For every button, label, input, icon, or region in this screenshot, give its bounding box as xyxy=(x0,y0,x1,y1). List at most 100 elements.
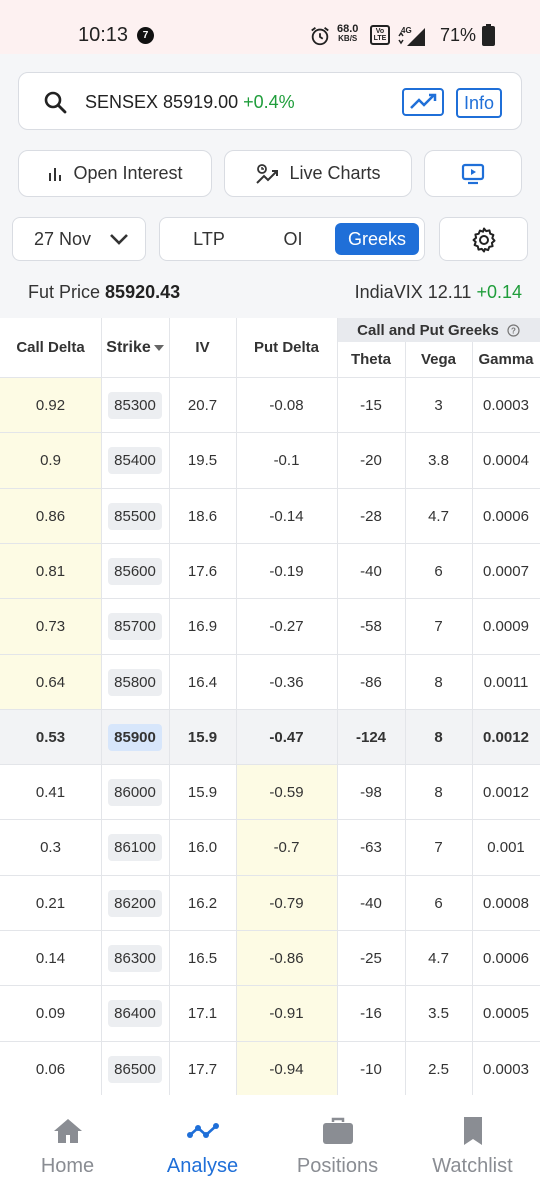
cell-theta: -63 xyxy=(360,839,382,857)
table-row[interactable]: 0.81 85600 17.6 -0.19 -40 6 0.0007 xyxy=(0,542,540,599)
strike-chip[interactable]: 85600 xyxy=(108,557,162,585)
cell-vega: 4.7 xyxy=(428,507,449,525)
svg-text:4G: 4G xyxy=(401,26,412,35)
cell-strike: 86100 xyxy=(101,820,169,875)
strike-chip[interactable]: 86100 xyxy=(108,834,162,862)
table-row[interactable]: 0.9 85400 19.5 -0.1 -20 3.8 0.0004 xyxy=(0,432,540,489)
strike-chip[interactable]: 86300 xyxy=(108,945,162,972)
nav-positions-label: Positions xyxy=(296,1155,379,1177)
strike-chip[interactable]: 85800 xyxy=(108,668,162,696)
header-call-delta[interactable]: Call Delta xyxy=(0,318,101,377)
tab-greeks[interactable]: Greeks xyxy=(335,223,419,255)
cell-vega: 6 xyxy=(434,894,443,912)
cell-strike: 85900 xyxy=(101,710,169,765)
header-put-delta[interactable]: Put Delta xyxy=(236,318,337,377)
header-strike[interactable]: Strike xyxy=(101,318,169,377)
table-row[interactable]: 0.73 85700 16.9 -0.27 -58 7 0.0009 xyxy=(0,598,540,655)
strike-chip[interactable]: 86400 xyxy=(108,1000,162,1028)
table-row[interactable]: 0.41 86000 15.9 -0.59 -98 8 0.0012 xyxy=(0,764,540,821)
strike-chip[interactable]: 85900 xyxy=(108,723,162,751)
cell-put-delta: -0.91 xyxy=(236,986,337,1042)
cell-vega: 7 xyxy=(434,839,443,857)
help-icon[interactable]: ? xyxy=(507,323,520,337)
cell-theta: -98 xyxy=(360,784,382,802)
nav-home-label: Home xyxy=(40,1155,95,1177)
search-icon xyxy=(44,91,67,114)
strike-chip[interactable]: 85500 xyxy=(108,502,162,530)
search-bar[interactable]: SENSEX 85919.00 +0.4% Info xyxy=(18,72,522,130)
cell-strike: 85800 xyxy=(101,655,169,710)
cell-iv: 15.9 xyxy=(187,728,218,746)
cell-gamma: 0.0003 xyxy=(483,1060,529,1078)
nav-watchlist[interactable]: Watchlist xyxy=(405,1095,540,1199)
cell-theta: -86 xyxy=(360,673,382,691)
cell-gamma: 0.0004 xyxy=(483,452,529,470)
cell-iv: 16.0 xyxy=(187,839,218,857)
fut-price-value: 85920.43 xyxy=(105,282,181,302)
cell-iv: 16.5 xyxy=(187,950,218,967)
strike-chip[interactable]: 85700 xyxy=(108,613,162,641)
symbol-price: 85919.00 xyxy=(163,92,239,112)
bookmark-icon xyxy=(464,1117,482,1145)
header-vega[interactable]: Vega xyxy=(405,342,472,377)
column-divider xyxy=(101,318,102,1095)
gear-icon xyxy=(472,227,496,253)
cell-put-delta: -0.19 xyxy=(269,562,304,580)
open-interest-button[interactable]: Open Interest xyxy=(18,150,212,197)
cell-put-delta: -0.47 xyxy=(269,728,304,746)
video-button[interactable] xyxy=(424,150,522,197)
cell-iv: 16.9 xyxy=(187,618,218,636)
cell-call-delta: 0.21 xyxy=(35,894,66,912)
table-row[interactable]: 0.64 85800 16.4 -0.36 -86 8 0.0011 xyxy=(0,653,540,710)
header-gamma[interactable]: Gamma xyxy=(472,342,540,377)
cell-call-delta: 0.73 xyxy=(0,599,101,655)
header-theta[interactable]: Theta xyxy=(337,342,405,377)
cell-gamma: 0.0003 xyxy=(483,397,529,414)
cell-iv: 16.2 xyxy=(187,894,218,912)
nav-analyse-label: Analyse xyxy=(166,1155,239,1177)
strike-chip[interactable]: 85300 xyxy=(108,392,162,419)
tab-oi[interactable]: OI xyxy=(283,229,303,249)
net-speed: 68.0 KB/S xyxy=(337,23,359,44)
cell-put-delta: -0.79 xyxy=(236,875,337,931)
info-button[interactable]: Info xyxy=(456,88,502,118)
table-row[interactable]: 0.92 85300 20.7 -0.08 -15 3 0.0003 xyxy=(0,377,540,433)
settings-button[interactable] xyxy=(439,217,528,261)
table-row[interactable]: 0.53 85900 15.9 -0.47 -124 8 0.0012 xyxy=(0,708,540,765)
cell-strike: 86300 xyxy=(101,931,169,986)
table-row[interactable]: 0.86 85500 18.6 -0.14 -28 4.7 0.0006 xyxy=(0,487,540,544)
nav-positions[interactable]: Positions xyxy=(270,1095,405,1199)
cell-put-delta: -0.59 xyxy=(236,765,337,821)
expiry-select[interactable]: 27 Nov xyxy=(12,217,146,261)
table-row[interactable]: 0.21 86200 16.2 -0.79 -40 6 0.0008 xyxy=(0,874,540,931)
header-iv[interactable]: IV xyxy=(169,318,236,377)
strike-chip[interactable]: 86500 xyxy=(108,1055,162,1083)
live-charts-button[interactable]: Live Charts xyxy=(224,150,412,197)
cell-iv: 17.6 xyxy=(187,562,218,580)
strike-chip[interactable]: 85400 xyxy=(108,447,162,475)
table-row[interactable]: 0.09 86400 17.1 -0.91 -16 3.5 0.0005 xyxy=(0,985,540,1042)
tab-ltp[interactable]: LTP xyxy=(193,229,225,249)
chevron-down-icon xyxy=(110,234,128,245)
cell-theta: -124 xyxy=(355,728,387,746)
table-row[interactable]: 0.3 86100 16.0 -0.7 -63 7 0.001 xyxy=(0,819,540,876)
trend-up-icon xyxy=(410,93,437,109)
fut-price-label: Fut Price xyxy=(28,282,101,302)
strike-chip[interactable]: 86000 xyxy=(108,779,162,807)
cell-vega: 6 xyxy=(434,562,443,580)
strike-chip[interactable]: 86200 xyxy=(108,889,162,917)
nav-home[interactable]: Home xyxy=(0,1095,135,1199)
cell-put-delta: -0.86 xyxy=(236,931,337,986)
signal-icon: 4G xyxy=(398,26,425,46)
table-row[interactable]: 0.14 86300 16.5 -0.86 -25 4.7 0.0006 xyxy=(0,930,540,986)
cell-gamma: 0.001 xyxy=(487,839,525,857)
chart-button[interactable] xyxy=(402,88,444,116)
cell-put-delta: -0.08 xyxy=(269,397,304,414)
cell-strike: 85400 xyxy=(101,433,169,488)
alarm-icon xyxy=(311,27,329,46)
briefcase-icon xyxy=(323,1117,353,1144)
nav-analyse[interactable]: Analyse xyxy=(135,1095,270,1199)
symbol-change: +0.4% xyxy=(243,92,295,112)
cell-call-delta: 0.41 xyxy=(35,784,66,802)
table-row[interactable]: 0.06 86500 17.7 -0.94 -10 2.5 0.0003 xyxy=(0,1040,540,1095)
